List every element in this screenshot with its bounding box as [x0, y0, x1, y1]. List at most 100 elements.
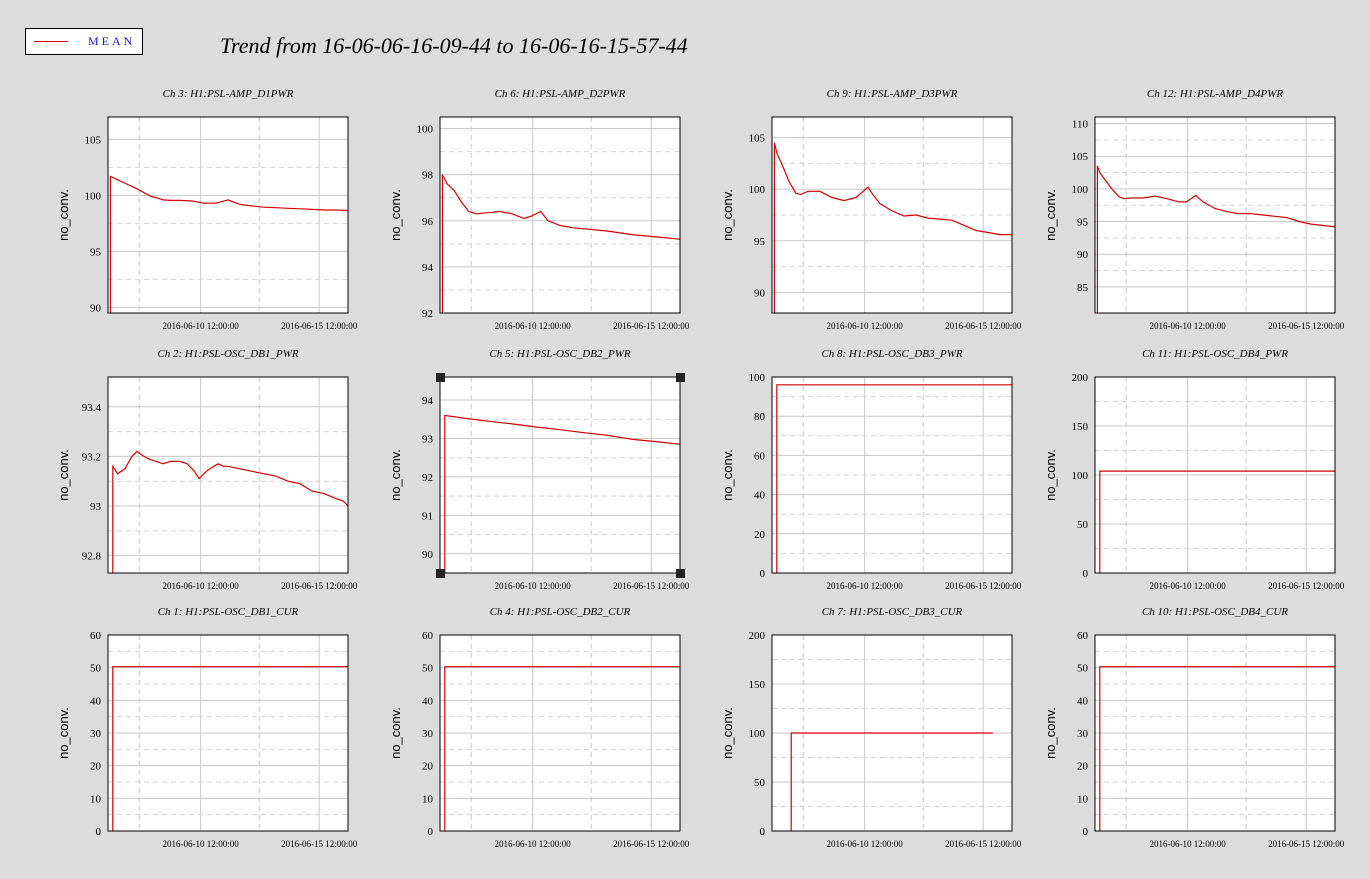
plot-frame [771, 376, 1013, 574]
x-tick-label: 2016-06-10 12:00:00 [1150, 321, 1227, 331]
x-tick-label: 2016-06-15 12:00:00 [281, 581, 358, 591]
y-tick-label: 100 [1072, 184, 1089, 196]
chart-panel: Ch 8: H1:PSL-OSC_DB3_PWR 0 20 40 60 80 100 2016… [720, 348, 1022, 591]
chart-panel: Ch 7: H1:PSL-OSC_DB3_CUR 0 50 100 150 200 2016… [720, 606, 1022, 849]
y-tick-label: 94 [422, 395, 434, 407]
y-tick-label: 100 [749, 728, 766, 740]
y-tick-label: 40 [90, 695, 102, 707]
y-tick-label: 100 [417, 124, 434, 136]
y-tick-label: 30 [90, 728, 102, 740]
y-tick-label: 98 [422, 170, 434, 182]
y-tick-label: 105 [85, 134, 102, 146]
plot-frame [107, 116, 349, 314]
y-tick-label: 20 [422, 761, 434, 773]
plot-frame [107, 376, 349, 574]
y-tick-label: 40 [1077, 695, 1089, 707]
y-tick-label: 95 [1077, 217, 1089, 229]
y-axis-label: no_conv. [1043, 449, 1058, 501]
y-tick-label: 90 [422, 549, 434, 561]
y-tick-label: 105 [749, 133, 766, 145]
y-tick-label: 0 [1083, 568, 1089, 580]
series-line [1099, 666, 1335, 831]
y-tick-label: 0 [760, 568, 766, 580]
y-tick-label: 40 [422, 695, 434, 707]
chart-panel: Ch 6: H1:PSL-AMP_D2PWR 92 94 96 98 100 2016-06… [388, 88, 690, 331]
y-tick-label: 100 [749, 184, 766, 196]
y-tick-label: 20 [754, 529, 766, 541]
x-tick-label: 2016-06-10 12:00:00 [163, 839, 240, 849]
y-axis-label: no_conv. [720, 189, 735, 241]
plot-area [440, 117, 680, 313]
y-tick-label: 50 [90, 663, 102, 675]
y-axis-label: no_conv. [720, 449, 735, 501]
y-axis-label: no_conv. [388, 189, 403, 241]
y-tick-label: 50 [1077, 663, 1089, 675]
chart-panel: Ch 3: H1:PSL-AMP_D1PWR 90 95 100 105 2016-06-… [56, 88, 358, 331]
y-tick-label: 200 [749, 630, 766, 642]
series-line [1096, 165, 1336, 313]
chart-panel: Ch 11: H1:PSL-OSC_DB4_PWR 0 50 100 150 200 201… [1043, 348, 1345, 591]
y-tick-label: 93.2 [82, 451, 101, 463]
y-axis-label: no_conv. [388, 449, 403, 501]
legend-label: MEAN [88, 34, 136, 48]
x-tick-label: 2016-06-10 12:00:00 [827, 839, 904, 849]
plot-area [440, 377, 680, 573]
selection-handle [676, 569, 685, 578]
x-tick-label: 2016-06-15 12:00:00 [1268, 581, 1345, 591]
x-tick-label: 2016-06-15 12:00:00 [613, 839, 690, 849]
y-axis-label: no_conv. [56, 707, 71, 759]
y-tick-label: 0 [760, 826, 766, 838]
y-tick-label: 96 [422, 216, 434, 228]
chart-title: Ch 1: H1:PSL-OSC_DB1_CUR [158, 606, 299, 618]
y-tick-label: 110 [1072, 119, 1089, 131]
y-tick-label: 10 [422, 793, 434, 805]
chart-panel: Ch 12: H1:PSL-AMP_D4PWR 85 90 95 100 105 110 20… [1043, 88, 1345, 331]
y-tick-label: 93 [90, 501, 102, 513]
plot-frame [107, 634, 349, 832]
plot-area [108, 117, 348, 313]
y-tick-label: 100 [749, 372, 766, 384]
y-tick-label: 10 [90, 793, 102, 805]
chart-panel: Ch 5: H1:PSL-OSC_DB2_PWR 90 91 92 93 94 2016-0… [388, 348, 690, 591]
y-tick-label: 40 [754, 490, 766, 502]
chart-panel: Ch 10: H1:PSL-OSC_DB4_CUR 0 10 20 30 40 50 60 20… [1043, 606, 1345, 849]
y-tick-label: 0 [1083, 826, 1089, 838]
y-tick-label: 0 [96, 826, 102, 838]
y-tick-label: 90 [90, 302, 102, 314]
y-tick-label: 94 [422, 262, 434, 274]
y-axis-label: no_conv. [388, 707, 403, 759]
plot-frame [439, 634, 681, 832]
x-tick-label: 2016-06-15 12:00:00 [613, 581, 690, 591]
plot-frame [771, 634, 1013, 832]
selection-handle [436, 569, 445, 578]
y-tick-label: 92.8 [82, 551, 102, 563]
x-tick-label: 2016-06-15 12:00:00 [1268, 839, 1345, 849]
y-tick-label: 20 [1077, 761, 1089, 773]
page-title: Trend from 16-06-06-16-09-44 to 16-06-16… [220, 33, 688, 58]
selection-handle [676, 373, 685, 382]
chart-title: Ch 8: H1:PSL-OSC_DB3_PWR [821, 348, 962, 360]
chart-title: Ch 2: H1:PSL-OSC_DB1_PWR [157, 348, 298, 360]
y-tick-label: 60 [422, 630, 434, 642]
plot-frame [439, 116, 681, 314]
chart-panel: Ch 9: H1:PSL-AMP_D3PWR 90 95 100 105 2016-06-… [720, 88, 1022, 331]
chart-panel: Ch 4: H1:PSL-OSC_DB2_CUR 0 10 20 30 40 50 60 201… [388, 606, 690, 849]
y-tick-label: 100 [85, 190, 102, 202]
plot-frame [1094, 634, 1336, 832]
y-tick-label: 0 [428, 826, 434, 838]
y-tick-label: 105 [1072, 151, 1089, 163]
selection-handle [436, 373, 445, 382]
y-tick-label: 90 [1077, 249, 1089, 261]
plot-area [108, 377, 348, 573]
chart-title: Ch 3: H1:PSL-AMP_D1PWR [163, 88, 294, 100]
x-tick-label: 2016-06-10 12:00:00 [163, 321, 240, 331]
y-tick-label: 92 [422, 308, 433, 320]
x-tick-label: 2016-06-10 12:00:00 [827, 581, 904, 591]
y-tick-label: 60 [1077, 630, 1089, 642]
x-tick-label: 2016-06-15 12:00:00 [945, 321, 1022, 331]
plot-frame [1094, 376, 1336, 574]
legend-swatch [34, 41, 68, 42]
y-tick-label: 100 [1072, 470, 1089, 482]
series-line [1099, 470, 1335, 573]
x-tick-label: 2016-06-10 12:00:00 [495, 839, 572, 849]
